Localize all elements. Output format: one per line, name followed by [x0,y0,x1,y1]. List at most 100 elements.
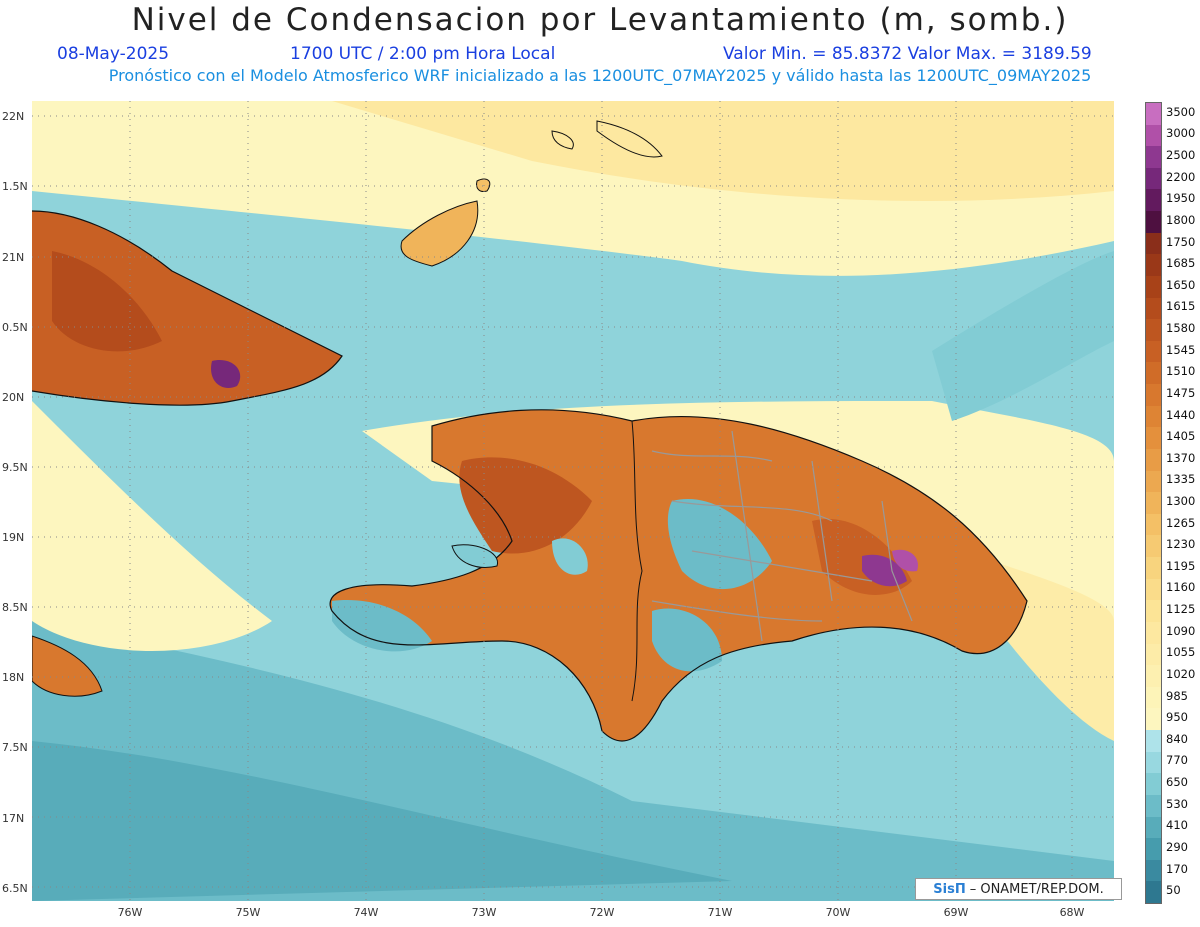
lat-label: 7.5N [2,741,28,754]
colorbar-segment [1146,816,1161,839]
colorbar-label: 1750 [1166,234,1196,249]
colorbar-label: 1090 [1166,623,1196,638]
colorbar-segment [1146,838,1161,861]
lat-label: 8.5N [2,601,28,614]
colorbar-label: 2500 [1166,148,1196,163]
colorbar-label: 1580 [1166,321,1196,336]
colorbar-label: 1405 [1166,429,1196,444]
lon-label: 73W [471,906,497,919]
credit-box: SisΠ – ONAMET/REP.DOM. [915,878,1122,900]
value-range: Valor Min. = 85.8372 Valor Max. = 3189.5… [723,44,1092,64]
colorbar-segment [1146,513,1161,536]
lon-label: 75W [235,906,261,919]
colorbar-segment [1146,448,1161,472]
colorbar-label: 1510 [1166,364,1196,379]
colorbar-label: 530 [1166,796,1188,811]
lon-label: 72W [589,906,615,919]
colorbar-label: 985 [1166,688,1188,703]
map-area[interactable] [32,101,1114,901]
colorbar-segment [1146,405,1161,428]
lon-label: 68W [1059,906,1085,919]
lat-label: 20N [2,391,25,404]
colorbar-segment [1146,557,1161,580]
colorbar-label: 1125 [1166,602,1196,617]
colorbar-label: 950 [1166,710,1188,725]
colorbar-label: 1440 [1166,407,1196,422]
lcl-map [32,101,1114,901]
forecast-note: Pronóstico con el Modelo Atmosferico WRF… [108,66,1092,85]
colorbar-segment [1146,232,1161,255]
colorbar-segment [1146,600,1161,623]
lat-label: 9.5N [2,461,28,474]
colorbar-label: 1475 [1166,385,1196,400]
colorbar-segment [1146,124,1161,147]
colorbar-segment [1146,470,1161,493]
sispi-logo: SisΠ [933,881,966,897]
colorbar-label: 1335 [1166,472,1196,487]
colorbar-label: 1545 [1166,342,1196,357]
colorbar-label: 3500 [1166,104,1196,119]
colorbar-label: 650 [1166,775,1188,790]
colorbar-label: 1055 [1166,645,1196,660]
lat-label: 1.5N [2,180,28,193]
lat-label: 19N [2,531,25,544]
colorbar-segment [1146,167,1161,190]
colorbar-label: 1950 [1166,191,1196,206]
colorbar-segment [1146,535,1161,558]
colorbar-segment [1146,340,1161,363]
colorbar-segment [1146,643,1161,666]
colorbar-label: 410 [1166,818,1188,833]
colorbar-segment [1146,773,1161,796]
colorbar-segment [1146,189,1161,212]
colorbar-segment [1146,859,1161,882]
colorbar-label: 840 [1166,731,1188,746]
colorbar-label: 170 [1166,861,1188,876]
colorbar-segment [1146,211,1161,234]
colorbar-segment [1146,881,1161,904]
colorbar-label: 1370 [1166,450,1196,465]
colorbar-segment [1146,275,1161,299]
lon-label: 69W [943,906,969,919]
credit-org: – ONAMET/REP.DOM. [969,881,1104,897]
map-title: Nivel de Condensacion por Levantamiento … [131,2,1069,38]
colorbar-segment [1146,708,1161,731]
colorbar-segment [1146,751,1161,774]
colorbar-segment [1146,686,1161,709]
lon-label: 74W [353,906,379,919]
colorbar-segment [1146,103,1161,126]
lat-label: 17N [2,812,25,825]
colorbar-label: 1650 [1166,277,1196,292]
colorbar-segment [1146,665,1161,688]
forecast-time: 1700 UTC / 2:00 pm Hora Local [290,44,556,64]
colorbar-label: 1615 [1166,299,1196,314]
lon-label: 71W [707,906,733,919]
colorbar-segment [1146,146,1161,169]
colorbar-label: 770 [1166,753,1188,768]
colorbar-label: 1300 [1166,494,1196,508]
lon-label: 70W [825,906,851,919]
colorbar-label: 290 [1166,839,1188,854]
lat-label: 6.5N [2,882,28,895]
colorbar-label: 1230 [1166,537,1196,552]
colorbar-segment [1146,254,1161,277]
lat-label: 21N [2,251,25,264]
colorbar-label: 1160 [1166,580,1196,595]
colorbar-label: 1020 [1166,666,1196,681]
colorbar-segment [1146,492,1161,515]
colorbar-label: 2200 [1166,169,1196,184]
colorbar-segment [1146,427,1161,450]
colorbar-segment [1146,578,1161,601]
colorbar-label: 1800 [1166,212,1196,227]
colorbar [1145,102,1162,904]
colorbar-label: 1265 [1166,515,1196,530]
lat-label: 0.5N [2,321,28,334]
colorbar-label: 50 [1166,883,1181,898]
colorbar-segment [1146,297,1161,320]
colorbar-segment [1146,362,1161,385]
colorbar-label: 1195 [1166,558,1196,573]
lat-label: 18N [2,671,25,684]
lat-label: 22N [2,110,25,123]
colorbar-segment [1146,621,1161,645]
colorbar-segment [1146,384,1161,407]
colorbar-label: 1685 [1166,256,1196,271]
